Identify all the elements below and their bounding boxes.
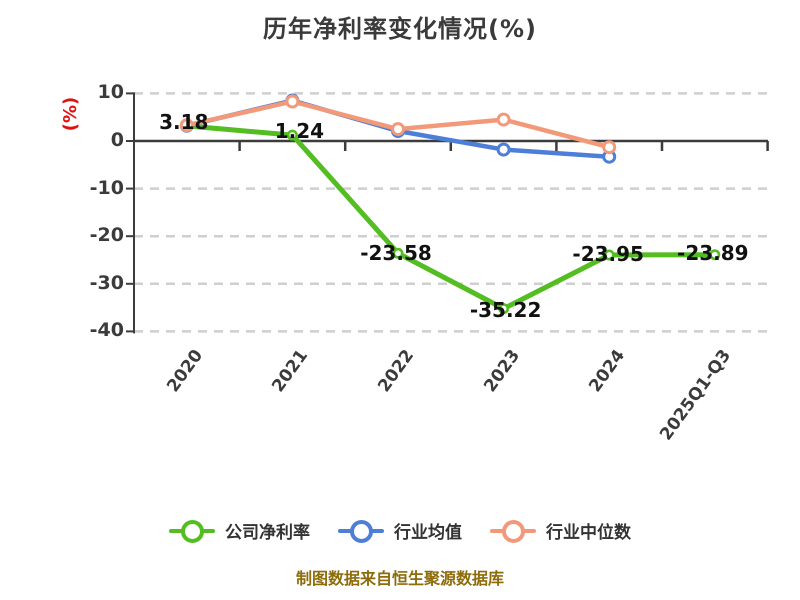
series-marker-2 xyxy=(391,122,405,137)
legend-item-2[interactable]: 行业中位数 xyxy=(490,518,631,543)
legend-item-0[interactable]: 公司净利率 xyxy=(169,518,310,543)
data-point-label: 1.24 xyxy=(274,119,325,144)
series-marker-2 xyxy=(602,140,617,155)
legend-marker-icon xyxy=(169,519,215,543)
y-tick-label: -10 xyxy=(89,176,124,199)
y-tick-label: -40 xyxy=(89,319,124,342)
series-line-0 xyxy=(184,123,718,312)
series-marker-1 xyxy=(496,142,511,157)
legend-circle xyxy=(181,519,204,543)
legend-label: 行业中位数 xyxy=(546,523,631,543)
legend-item-1[interactable]: 行业均值 xyxy=(338,518,462,543)
series-marker-0 xyxy=(709,249,721,261)
series-marker-2 xyxy=(285,94,300,109)
series-marker-0 xyxy=(392,247,404,259)
series-marker-0 xyxy=(498,303,510,315)
y-tick-label: 10 xyxy=(97,81,124,104)
y-tick-label: -30 xyxy=(89,271,124,294)
y-tick-label: 0 xyxy=(110,129,124,151)
series-marker-2 xyxy=(496,112,511,127)
legend-marker-icon xyxy=(338,519,384,543)
legend-label: 行业均值 xyxy=(394,523,462,543)
legend-label: 公司净利率 xyxy=(225,523,310,543)
series-marker-0 xyxy=(603,249,615,261)
legend-circle xyxy=(350,519,373,543)
y-tick-label: -20 xyxy=(89,224,124,247)
legend: 公司净利率 行业均值 行业中位数 xyxy=(0,518,800,543)
data-point-label: -35.22 xyxy=(469,297,542,322)
data-point-label: -23.89 xyxy=(677,240,749,265)
chart-title: 历年净利率变化情况(%) xyxy=(263,15,537,43)
legend-marker-icon xyxy=(490,519,536,543)
footer-note: 制图数据来自恒生聚源数据库 xyxy=(295,569,504,588)
series-marker-2 xyxy=(179,118,194,133)
series-marker-0 xyxy=(286,129,298,141)
data-point-label: -23.95 xyxy=(572,242,644,266)
data-point-label: -23.58 xyxy=(360,241,432,266)
legend-circle xyxy=(502,519,525,543)
data-point-label: 3.18 xyxy=(159,109,209,134)
